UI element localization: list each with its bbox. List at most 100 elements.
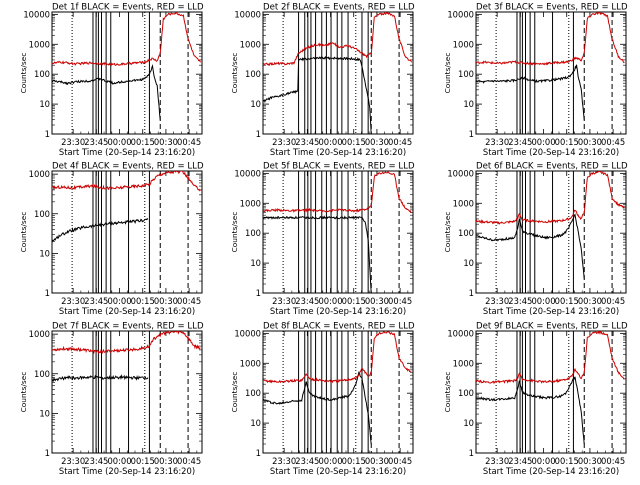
x-tick-label: 00:15	[342, 137, 366, 147]
x-tick-label: 23:45	[84, 456, 108, 466]
x-tick-label: 23:30	[485, 137, 509, 147]
panel-data	[263, 171, 412, 293]
y-tick-label: 10000	[234, 328, 261, 338]
y-tick-label: 1	[469, 288, 474, 298]
y-tick-label: 1000	[29, 329, 50, 339]
panel-det-2f: Det 2f BLACK = Events, RED = LLD 1 10 100 10…	[230, 3, 415, 158]
x-tick-label: 00:30	[365, 296, 389, 306]
series-line-lld	[52, 171, 201, 192]
x-tick-label: 23:30	[272, 296, 296, 306]
panel-title: Det 2f BLACK = Events, RED = LLD	[263, 3, 415, 13]
y-tick-label: 10000	[447, 9, 474, 19]
panel-det-7f: Det 7f BLACK = Events, RED = LLD 1 10 100 10…	[19, 322, 204, 477]
y-tick-label: 1000	[453, 39, 474, 49]
plot-frame	[262, 330, 414, 454]
x-axis-label: Start Time (20-Sep-14 23:16:20)	[59, 147, 195, 157]
x-tick-label: 00:45	[601, 296, 625, 306]
y-tick-label: 1	[469, 129, 474, 139]
series-line-lld	[476, 331, 625, 385]
series-line-lld	[476, 171, 625, 225]
series-line-events	[52, 374, 149, 382]
panel-det-1f: Det 1f BLACK = Events, RED = LLD 1 10 100 10…	[19, 3, 204, 158]
series-line-lld	[52, 331, 201, 355]
x-tick-label: 23:30	[272, 137, 296, 147]
x-tick-label: 23:45	[508, 296, 532, 306]
y-tick-label: 10	[39, 248, 50, 258]
y-tick-label: 10	[463, 99, 474, 109]
y-axis-label: Counts/sec	[19, 53, 28, 94]
y-tick-label: 10	[250, 258, 261, 268]
panel-det-6f: Det 6f BLACK = Events, RED = LLD 1 10 100 10…	[443, 162, 628, 317]
x-axis-label: Start Time (20-Sep-14 23:16:20)	[270, 147, 406, 157]
x-tick-label: 00:00	[318, 296, 342, 306]
series-line-events	[476, 64, 585, 120]
x-tick-label: 00:00	[107, 296, 131, 306]
x-tick-label: 00:00	[531, 296, 555, 306]
series-line-lld	[476, 12, 625, 66]
plot-frame	[475, 330, 627, 454]
x-axis-label: Start Time (20-Sep-14 23:16:20)	[483, 147, 619, 157]
panel-data	[263, 12, 412, 134]
y-tick-label: 100	[34, 369, 50, 379]
y-tick-label: 100	[458, 69, 474, 79]
x-tick-label: 00:15	[555, 456, 579, 466]
x-tick-label: 23:45	[295, 137, 319, 147]
panel-title: Det 4f BLACK = Events, RED = LLD	[52, 162, 204, 172]
panel-data	[476, 331, 625, 453]
x-tick-label: 23:30	[272, 456, 296, 466]
panel-data	[52, 12, 201, 134]
y-axis-label: Counts/sec	[230, 53, 239, 94]
x-tick-label: 00:30	[154, 137, 178, 147]
y-tick-label: 1000	[453, 198, 474, 208]
y-axis-label: Counts/sec	[230, 372, 239, 413]
y-tick-label: 1000	[240, 198, 261, 208]
y-tick-label: 1	[45, 448, 50, 458]
y-tick-label: 10000	[234, 9, 261, 19]
x-tick-label: 00:45	[601, 456, 625, 466]
x-tick-label: 23:45	[508, 456, 532, 466]
panel-data	[476, 12, 625, 134]
plot-frame	[51, 170, 203, 294]
y-tick-label: 100	[458, 388, 474, 398]
panel-data	[476, 171, 625, 293]
x-tick-label: 23:30	[61, 296, 85, 306]
y-axis-label: Counts/sec	[443, 372, 452, 413]
panel-title: Det 5f BLACK = Events, RED = LLD	[263, 162, 415, 172]
x-tick-label: 00:15	[342, 296, 366, 306]
series-line-events	[476, 376, 585, 445]
x-tick-label: 23:30	[485, 456, 509, 466]
y-tick-label: 100	[245, 228, 261, 238]
y-tick-label: 10	[39, 99, 50, 109]
x-tick-label: 00:15	[131, 456, 155, 466]
panel-data	[52, 331, 201, 453]
x-axis-label: Start Time (20-Sep-14 23:16:20)	[59, 466, 195, 476]
panel-data	[263, 331, 412, 453]
panel-title: Det 1f BLACK = Events, RED = LLD	[52, 3, 204, 13]
y-axis-label: Counts/sec	[19, 372, 28, 413]
x-tick-label: 23:45	[295, 456, 319, 466]
x-tick-label: 00:00	[318, 456, 342, 466]
panel-data	[52, 171, 201, 293]
y-tick-label: 1	[45, 288, 50, 298]
x-tick-label: 00:15	[131, 296, 155, 306]
series-line-events	[476, 213, 585, 279]
y-tick-label: 10000	[447, 328, 474, 338]
panel-det-3f: Det 3f BLACK = Events, RED = LLD 1 10 100 10…	[443, 3, 628, 158]
plot-frame	[51, 11, 203, 135]
y-tick-label: 10000	[234, 168, 261, 178]
panel-title: Det 7f BLACK = Events, RED = LLD	[52, 322, 204, 332]
x-tick-label: 00:30	[578, 296, 602, 306]
x-axis-label: Start Time (20-Sep-14 23:16:20)	[270, 466, 406, 476]
y-tick-label: 1	[256, 129, 261, 139]
plot-frame	[475, 11, 627, 135]
y-tick-label: 10	[463, 258, 474, 268]
x-tick-label: 23:45	[84, 296, 108, 306]
series-line-events	[263, 371, 372, 445]
y-tick-label: 10	[250, 99, 261, 109]
x-tick-label: 00:30	[154, 296, 178, 306]
x-tick-label: 00:30	[365, 456, 389, 466]
y-tick-label: 100	[34, 69, 50, 79]
series-line-lld	[263, 171, 412, 214]
series-line-lld	[52, 12, 201, 67]
x-axis-label: Start Time (20-Sep-14 23:16:20)	[59, 306, 195, 316]
